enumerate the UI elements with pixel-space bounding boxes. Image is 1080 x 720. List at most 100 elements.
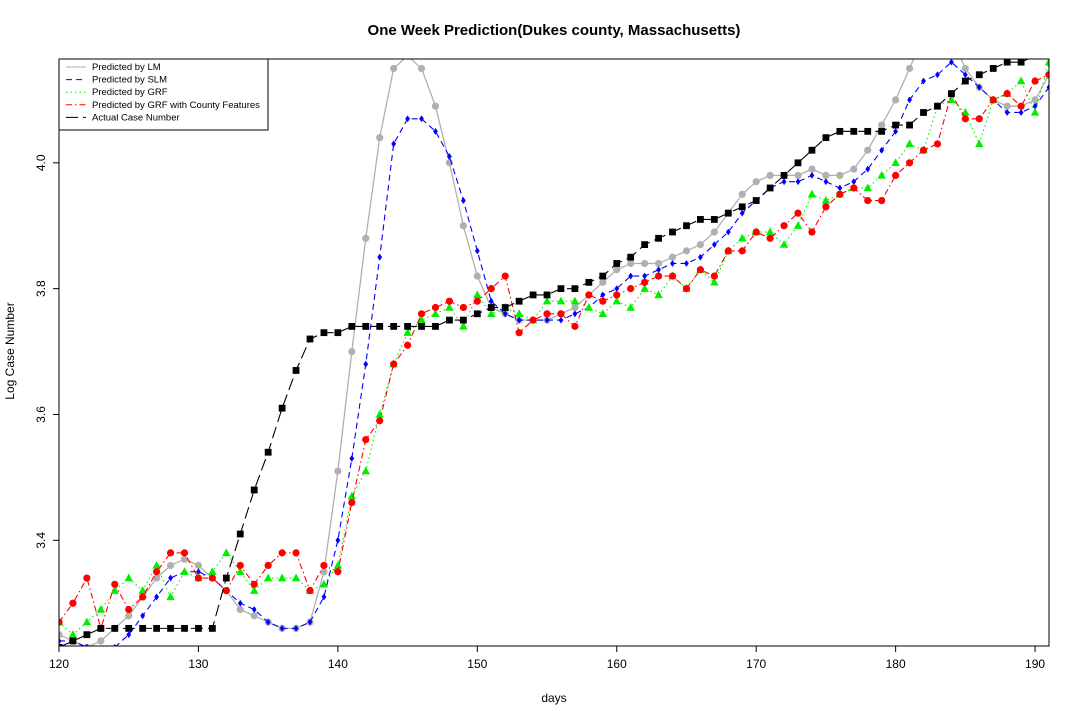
data-point <box>1044 59 1049 66</box>
data-point <box>585 291 593 299</box>
data-point <box>891 158 900 167</box>
data-point <box>711 241 717 249</box>
data-point <box>836 127 844 135</box>
data-point <box>111 624 119 632</box>
data-point <box>752 228 760 236</box>
data-point <box>181 624 188 632</box>
data-point <box>98 650 103 657</box>
data-point <box>725 228 731 236</box>
data-point <box>878 127 886 135</box>
data-point <box>110 586 119 594</box>
data-point <box>431 102 440 110</box>
data-point <box>752 178 760 186</box>
data-point <box>640 284 649 292</box>
data-point <box>822 134 830 142</box>
data-point <box>851 178 857 186</box>
data-point <box>933 140 942 148</box>
data-point <box>333 560 343 569</box>
data-point <box>1031 96 1039 104</box>
series-predicted-by-slm <box>59 59 1049 657</box>
data-point <box>376 417 384 425</box>
data-point <box>809 171 815 179</box>
data-point <box>961 77 969 85</box>
data-point <box>126 631 132 639</box>
x-tick-label: 140 <box>328 657 348 671</box>
data-point <box>1045 59 1049 60</box>
data-point <box>864 127 872 135</box>
data-point <box>879 146 885 154</box>
data-point <box>335 536 341 544</box>
data-point <box>863 183 872 192</box>
data-point <box>195 624 202 632</box>
data-point <box>139 593 147 601</box>
data-point <box>153 568 161 576</box>
data-point <box>68 630 78 638</box>
series-predicted-by-grf-with-county-features <box>59 71 1049 632</box>
data-point <box>780 222 788 230</box>
data-point <box>738 203 746 211</box>
data-point <box>59 631 63 639</box>
data-point <box>779 240 789 248</box>
data-point <box>542 296 552 305</box>
data-point <box>222 574 230 582</box>
data-point <box>598 309 608 318</box>
data-point <box>418 322 425 330</box>
data-point <box>1003 59 1011 66</box>
data-point <box>698 253 703 261</box>
data-point <box>419 115 424 123</box>
data-point <box>878 121 886 129</box>
data-point <box>152 560 161 569</box>
data-point <box>765 227 775 236</box>
data-point <box>166 549 175 557</box>
series-line <box>59 62 1049 636</box>
data-point <box>905 64 914 73</box>
data-point <box>139 624 147 632</box>
data-point <box>334 568 342 576</box>
data-point <box>320 329 328 337</box>
data-point <box>321 593 327 601</box>
data-point <box>571 322 579 330</box>
data-point <box>291 573 301 582</box>
data-point <box>893 127 899 135</box>
data-point <box>69 599 77 607</box>
data-point <box>375 409 384 418</box>
data-point <box>153 574 161 582</box>
data-point <box>277 573 287 582</box>
legend-entry: Predicted by GRF with County Features <box>92 100 260 111</box>
data-point <box>404 322 411 330</box>
y-axis-label: Log Case Number <box>3 302 17 399</box>
data-point <box>82 617 92 626</box>
data-point <box>279 624 285 632</box>
data-point <box>570 296 580 305</box>
data-point <box>628 272 634 280</box>
data-point <box>613 266 621 274</box>
data-point <box>208 624 216 632</box>
data-point <box>1018 109 1024 116</box>
data-point <box>307 618 313 626</box>
data-point <box>166 561 175 570</box>
series-line <box>59 61 1049 646</box>
data-point <box>306 335 314 343</box>
x-tick-label: 180 <box>886 657 906 671</box>
data-point <box>529 316 537 324</box>
data-point <box>696 241 705 249</box>
data-point <box>739 209 745 217</box>
data-point <box>669 228 676 236</box>
data-point <box>445 297 454 305</box>
data-point <box>168 574 173 582</box>
data-point <box>613 291 621 299</box>
data-point <box>222 548 231 557</box>
data-point <box>334 467 342 475</box>
data-point <box>1016 76 1026 85</box>
data-point <box>865 165 871 173</box>
data-point <box>766 171 774 179</box>
x-tick-label: 130 <box>188 657 208 671</box>
data-point <box>208 574 216 582</box>
data-point <box>222 587 230 595</box>
x-axis-label: days <box>541 691 566 705</box>
data-point <box>989 96 997 104</box>
data-point <box>362 322 370 330</box>
data-point <box>934 102 941 110</box>
data-point <box>487 309 496 318</box>
data-point <box>892 121 900 129</box>
